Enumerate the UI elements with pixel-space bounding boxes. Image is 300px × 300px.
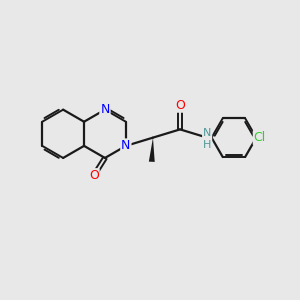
Text: N: N: [121, 140, 130, 152]
Text: Cl: Cl: [254, 131, 266, 144]
Text: N
H: N H: [203, 128, 211, 150]
Text: N: N: [100, 103, 110, 116]
Text: O: O: [89, 169, 99, 182]
Text: O: O: [175, 99, 185, 112]
Polygon shape: [149, 138, 155, 162]
